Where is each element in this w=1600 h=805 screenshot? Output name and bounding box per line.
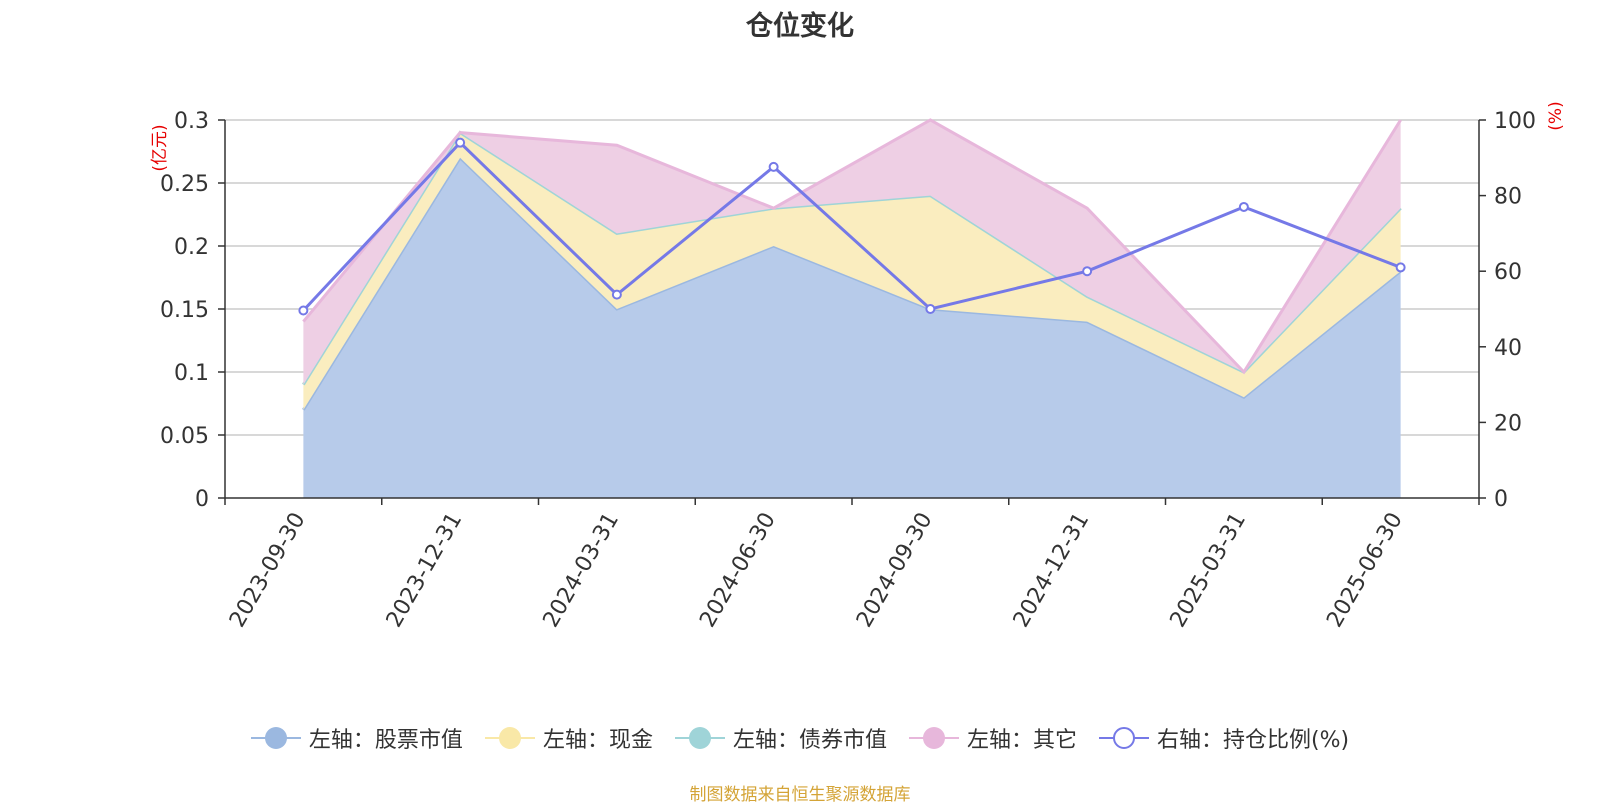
right-tick-label: 40 [1494, 336, 1522, 361]
right-tick-label: 80 [1494, 185, 1522, 210]
legend-label: 左轴：现金 [542, 728, 653, 753]
legend-item[interactable]: 左轴：其它 [908, 722, 1077, 754]
left-tick-label: 0.2 [174, 235, 209, 260]
left-tick-label: 0 [195, 487, 209, 512]
chart-canvas: 0 0.05 0.1 0.15 0.2 0.25 0.3 0 20 40 60 80 100 2023-0… [150, 101, 1566, 632]
ratio-point [455, 137, 466, 148]
left-tick-label: 0.25 [160, 172, 209, 197]
left-axis-unit: (亿元) [150, 124, 170, 171]
legend-item[interactable]: 右轴：持仓比例(%) [1098, 722, 1350, 754]
ratio-point [1395, 262, 1406, 273]
ratio-point [1082, 266, 1093, 277]
left-tick-label: 0.3 [174, 109, 209, 134]
legend-item[interactable]: 左轴：股票市值 [250, 722, 463, 754]
legend-marker-icon [1098, 727, 1149, 749]
x-tick-label: 2025-06-30 [1322, 509, 1408, 632]
left-tick-label: 0.1 [174, 361, 209, 386]
ratio-point [768, 161, 779, 172]
right-tick-label: 0 [1494, 487, 1508, 512]
x-tick-label: 2024-03-31 [538, 509, 624, 632]
legend-label: 左轴：其它 [966, 728, 1077, 753]
x-tick-label: 2023-09-30 [225, 509, 311, 632]
left-tick-label: 0.15 [160, 298, 209, 323]
legend-item[interactable]: 左轴：债券市值 [674, 722, 887, 754]
right-axis-unit: (%) [1546, 101, 1566, 130]
ratio-point [298, 305, 309, 316]
legend-marker-icon [484, 727, 535, 749]
right-tick-label: 100 [1494, 109, 1536, 134]
legend-marker-icon [674, 727, 725, 749]
area-fill [303, 120, 1401, 385]
left-tick-label: 0.05 [160, 424, 209, 449]
area-fill [303, 157, 1401, 499]
ratio-point [1238, 201, 1249, 212]
legend-label: 左轴：股票市值 [308, 728, 463, 753]
legend-marker-icon [908, 727, 959, 749]
legend-marker-icon [250, 727, 301, 749]
x-tick-label: 2024-12-31 [1009, 509, 1095, 632]
line-series [298, 137, 1406, 316]
right-tick-label: 20 [1494, 411, 1522, 436]
right-tick-label: 60 [1494, 260, 1522, 285]
legend-label: 右轴：持仓比例(%) [1156, 728, 1350, 753]
ratio-point [925, 304, 936, 314]
x-tick-label: 2023-12-31 [382, 509, 468, 632]
x-tick-label: 2025-03-31 [1165, 509, 1251, 632]
chart-title: 仓位变化 [746, 11, 854, 42]
area-series [302, 118, 1402, 499]
x-tick-label: 2024-06-30 [695, 509, 781, 632]
legend-label: 左轴：债券市值 [732, 728, 887, 753]
ratio-point [611, 289, 622, 300]
area-fill [303, 132, 1401, 410]
x-tick-label: 2024-09-30 [852, 509, 938, 632]
legend: 左轴：股票市值 左轴：现金 左轴：债券市值 左轴：其它 右轴：持仓比例(%) [0, 722, 1600, 754]
area-edge-line [302, 118, 1402, 375]
source-note: 制图数据来自恒生聚源数据库 [689, 785, 911, 805]
legend-item[interactable]: 左轴：现金 [484, 722, 653, 754]
ratio-line [302, 140, 1402, 312]
